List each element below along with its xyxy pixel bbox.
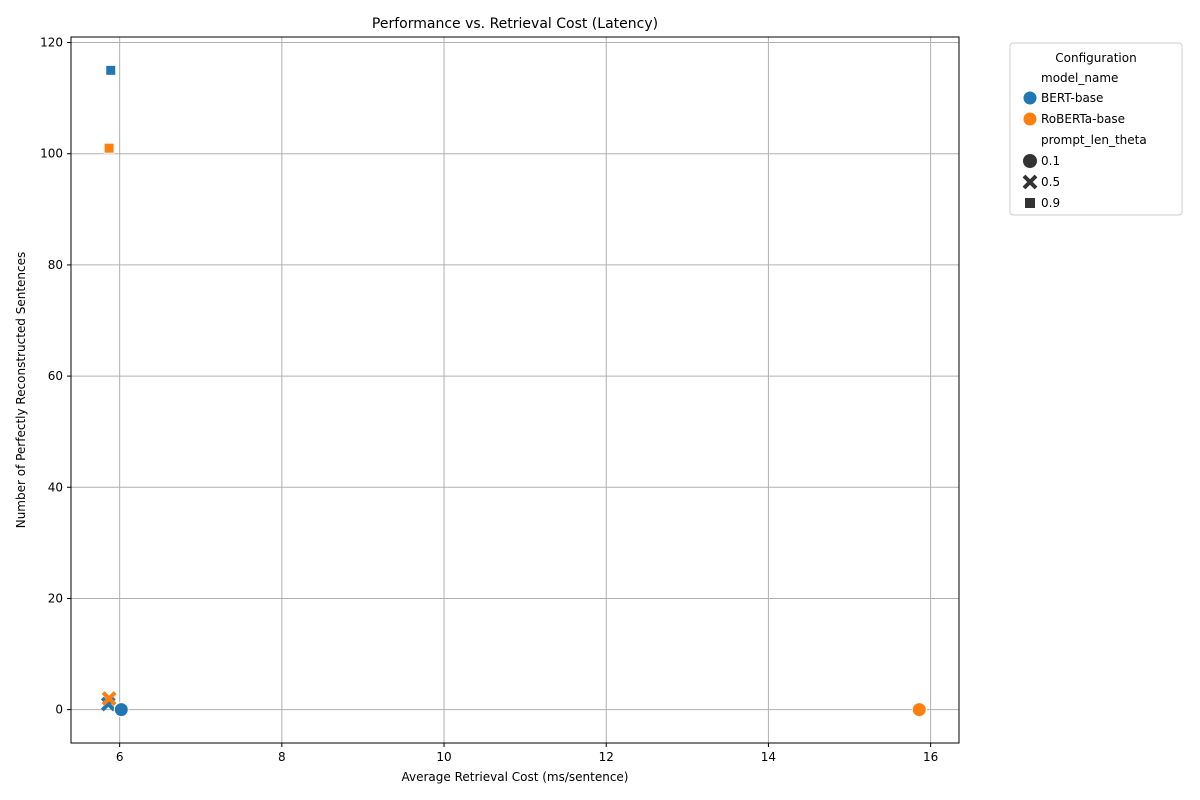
y-tick-label: 80	[48, 258, 63, 272]
grid-lines	[71, 37, 959, 743]
legend-theta-01-label: 0.1	[1041, 154, 1060, 168]
y-tick-label: 100	[40, 147, 63, 161]
x-tick-label: 6	[116, 750, 124, 764]
x-axis-label: Average Retrieval Cost (ms/sentence)	[402, 770, 629, 784]
axis-ticks: 6 8 10 12 14 16 0 20 40 60 80 100 120	[40, 36, 938, 764]
point-robertabase-theta-05	[101, 691, 117, 706]
x-tick-label: 14	[761, 750, 776, 764]
x-tick-label: 8	[278, 750, 286, 764]
legend-roberta-marker	[1022, 111, 1038, 127]
legend-bert-marker	[1022, 90, 1038, 106]
y-tick-label: 0	[55, 703, 63, 717]
legend-title: Configuration	[1055, 51, 1136, 65]
legend-bert-label: BERT-base	[1041, 91, 1103, 105]
x-tick-label: 12	[599, 750, 614, 764]
y-tick-label: 20	[48, 591, 63, 605]
point-bertbase-theta-01	[113, 702, 129, 718]
point-bertbase-theta-09	[105, 64, 117, 76]
legend-x-marker	[1022, 174, 1038, 190]
y-tick-label: 40	[48, 480, 63, 494]
legend: Configuration model_name BERT-base RoBER…	[1009, 42, 1183, 216]
legend-theta-05-label: 0.5	[1041, 175, 1060, 189]
data-points	[100, 64, 927, 718]
x-tick-label: 10	[436, 750, 451, 764]
legend-square-marker	[1025, 198, 1035, 208]
legend-roberta-label: RoBERTa-base	[1041, 112, 1125, 126]
plot-area-frame	[70, 36, 960, 744]
point-robertabase-theta-09	[103, 142, 115, 154]
legend-circle-marker	[1023, 154, 1037, 168]
y-axis-label: Number of Perfectly Reconstructed Senten…	[14, 252, 28, 529]
chart-title: Performance vs. Retrieval Cost (Latency)	[372, 16, 658, 32]
legend-style-title: prompt_len_theta	[1041, 133, 1147, 147]
y-tick-label: 60	[48, 369, 63, 383]
legend-frame	[1009, 42, 1183, 216]
y-tick-label: 120	[40, 36, 63, 50]
point-robertabase-theta-01	[911, 702, 927, 718]
legend-hue-title: model_name	[1041, 71, 1118, 85]
x-tick-label: 16	[923, 750, 938, 764]
legend-theta-09-label: 0.9	[1041, 196, 1060, 210]
